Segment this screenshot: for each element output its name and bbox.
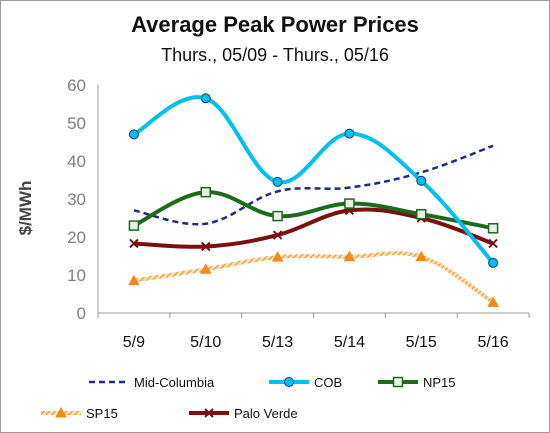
cob-point [488,257,499,268]
sp15-point [271,251,284,262]
legend-label: COB [314,375,342,390]
x-tick-label: 5/14 [334,334,365,351]
legend-palo-verde-point [204,408,214,418]
palo-verde-line [133,207,494,249]
legend-item-cob: COB [269,375,342,390]
cob-point [272,176,283,187]
np15-point [128,220,140,231]
np15-point [272,210,283,222]
cob-line [132,95,495,265]
legend-item-palo-verde: Palo Verde [189,406,298,421]
cob-point [344,128,355,139]
legend-label: Palo Verde [234,406,298,421]
x-tick-label: 5/15 [406,334,437,351]
series-lines [128,93,499,307]
x-tick-labels: 5/9 5/10 5/13 5/14 5/15 5/16 [123,334,509,351]
axes [97,85,530,318]
chart-subtitle: Thurs., 05/09 - Thurs., 05/16 [161,45,389,65]
chart-title: Average Peak Power Prices [131,12,419,37]
sp15-point [343,250,356,262]
sp15-point [487,296,499,307]
y-tick-label: 0 [77,304,86,323]
legend-item-np15: NP15 [378,375,456,390]
legend-label: SP15 [86,406,118,421]
x-tick-label: 5/13 [262,334,293,351]
legend-sp15-point [55,406,67,418]
y-tick-label: 20 [67,228,86,247]
mid-columbia-line [133,144,494,226]
legend: Mid-Columbia COB NP15 SP15 Palo Verde [41,375,456,421]
legend-item-mid-columbia: Mid-Columbia [89,375,215,390]
legend-cob-point [284,377,294,387]
palo-verde-point [201,241,211,252]
series-palo-verde [129,205,498,252]
y-tick-labels: 0 10 20 30 40 50 60 [67,76,86,323]
np15-point [344,198,355,209]
series-np15 [128,186,499,234]
y-tick-label: 30 [67,190,86,209]
sp15-point [415,250,428,262]
series-mid-columbia [133,144,494,226]
x-tick-label: 5/9 [123,334,145,351]
legend-np15-point [392,376,404,388]
y-tick-label: 60 [67,76,86,95]
x-tick-label: 5/16 [478,334,509,351]
legend-label: Mid-Columbia [134,375,215,390]
palo-verde-point [488,238,498,249]
legend-label: NP15 [423,375,456,390]
y-tick-label: 40 [67,152,86,171]
np15-point [416,208,427,220]
y-tick-label: 50 [67,114,86,133]
cob-point [128,129,139,140]
palo-verde-point [272,230,283,240]
sp15-line [133,251,495,305]
series-cob [128,93,499,268]
y-axis-label: $/MWh [16,181,35,236]
y-tick-label: 10 [67,266,86,285]
legend-item-sp15: SP15 [41,406,118,421]
sp15-point [128,274,140,286]
series-sp15 [128,250,499,307]
palo-verde-point [129,238,139,249]
cob-point [416,175,427,186]
x-tick-label: 5/10 [190,334,221,351]
cob-point [200,93,211,104]
sp15-point [199,263,212,274]
np15-point [200,186,211,198]
np15-point [487,223,499,234]
